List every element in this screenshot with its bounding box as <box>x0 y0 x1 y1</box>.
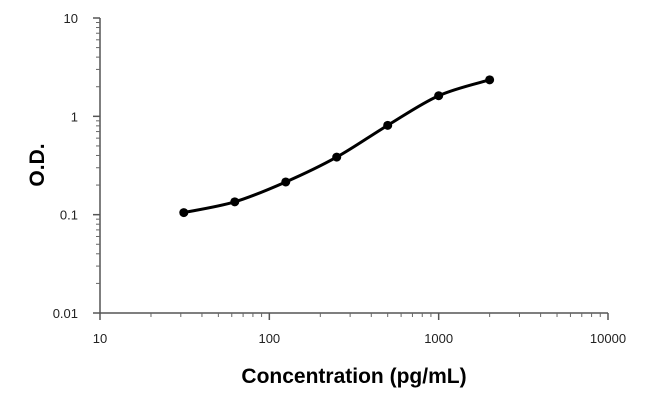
data-point <box>230 197 240 207</box>
y-axis-title: O.D. <box>26 143 49 186</box>
data-point <box>485 75 495 85</box>
x-tick-label: 10000 <box>590 331 626 346</box>
data-point <box>383 120 393 130</box>
x-tick-label: 100 <box>258 331 280 346</box>
x-tick-label: 10 <box>93 331 107 346</box>
x-tick-label: 1000 <box>424 331 453 346</box>
data-point <box>281 177 291 187</box>
fit-curve <box>182 78 492 215</box>
data-points <box>179 75 495 218</box>
data-point <box>179 208 189 218</box>
data-point <box>332 152 342 162</box>
plot-area: 10 100 1000 10000 0.01 0.1 1 10 <box>53 11 626 346</box>
data-point <box>434 91 444 101</box>
y-tick-label: 0.1 <box>60 208 78 223</box>
y-tick-label: 1 <box>71 109 78 124</box>
x-axis-ticks: 10 100 1000 10000 <box>93 313 626 346</box>
y-axis-ticks: 0.01 0.1 1 10 <box>53 11 100 321</box>
minor-ticks <box>96 21 601 317</box>
x-axis-title: Concentration (pg/mL) <box>241 365 466 388</box>
y-tick-label: 0.01 <box>53 306 78 321</box>
y-tick-label: 10 <box>64 11 78 26</box>
